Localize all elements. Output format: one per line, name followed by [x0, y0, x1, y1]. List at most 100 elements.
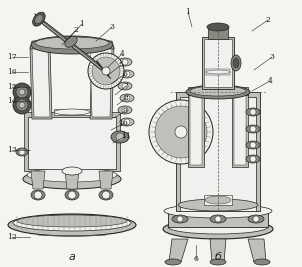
Ellipse shape: [35, 37, 109, 49]
Circle shape: [177, 216, 183, 222]
Circle shape: [19, 89, 25, 95]
Ellipse shape: [165, 259, 181, 265]
Circle shape: [155, 106, 207, 158]
Circle shape: [149, 100, 213, 164]
Circle shape: [122, 59, 128, 65]
Text: 14: 14: [7, 97, 17, 105]
Polygon shape: [28, 117, 116, 169]
Ellipse shape: [17, 215, 127, 227]
Ellipse shape: [246, 125, 260, 133]
Ellipse shape: [210, 215, 226, 223]
Ellipse shape: [54, 109, 90, 115]
Text: 10: 10: [118, 120, 128, 128]
Ellipse shape: [120, 118, 134, 126]
Polygon shape: [99, 171, 113, 189]
Polygon shape: [30, 41, 114, 49]
Text: 16: 16: [7, 68, 17, 76]
Circle shape: [250, 142, 256, 148]
Polygon shape: [204, 195, 232, 205]
Ellipse shape: [23, 169, 121, 189]
Ellipse shape: [31, 36, 113, 54]
Ellipse shape: [16, 148, 28, 156]
Circle shape: [253, 216, 259, 222]
Polygon shape: [32, 49, 50, 117]
Text: б: б: [214, 252, 221, 262]
Polygon shape: [54, 109, 90, 115]
Ellipse shape: [35, 15, 43, 24]
Text: a: a: [69, 252, 76, 262]
Polygon shape: [176, 92, 260, 211]
Polygon shape: [232, 92, 248, 167]
Circle shape: [116, 133, 124, 141]
Circle shape: [102, 191, 110, 199]
Text: 6: 6: [194, 255, 198, 263]
Polygon shape: [234, 94, 246, 165]
Ellipse shape: [205, 196, 231, 204]
Polygon shape: [202, 37, 234, 89]
Circle shape: [124, 95, 130, 101]
Ellipse shape: [164, 204, 272, 218]
Ellipse shape: [8, 214, 136, 236]
Ellipse shape: [207, 23, 229, 31]
Ellipse shape: [206, 70, 230, 74]
Text: 3: 3: [110, 23, 114, 31]
Text: 4: 4: [120, 50, 124, 58]
Text: 4: 4: [268, 77, 272, 85]
Ellipse shape: [246, 141, 260, 149]
Ellipse shape: [246, 108, 260, 116]
Polygon shape: [188, 87, 248, 95]
Circle shape: [175, 126, 187, 138]
Ellipse shape: [172, 215, 188, 223]
Ellipse shape: [118, 58, 132, 66]
Polygon shape: [248, 239, 266, 262]
Circle shape: [250, 126, 256, 132]
Circle shape: [88, 53, 124, 89]
Polygon shape: [65, 171, 79, 189]
Ellipse shape: [33, 12, 45, 26]
Text: 11: 11: [121, 132, 131, 140]
Text: 5: 5: [119, 61, 124, 69]
Circle shape: [68, 191, 76, 199]
Ellipse shape: [254, 259, 270, 265]
Ellipse shape: [178, 199, 258, 211]
Ellipse shape: [65, 190, 79, 200]
Text: 1: 1: [79, 20, 85, 28]
Text: 9: 9: [123, 107, 127, 115]
Polygon shape: [30, 47, 52, 119]
Ellipse shape: [27, 168, 117, 182]
Ellipse shape: [246, 155, 260, 163]
Circle shape: [16, 99, 28, 111]
Polygon shape: [169, 239, 188, 262]
Polygon shape: [24, 112, 120, 171]
Circle shape: [16, 86, 28, 98]
Polygon shape: [90, 49, 112, 117]
Polygon shape: [204, 39, 232, 87]
Ellipse shape: [120, 70, 134, 78]
Circle shape: [250, 109, 256, 115]
Circle shape: [122, 107, 128, 113]
Circle shape: [124, 119, 130, 125]
Ellipse shape: [186, 85, 250, 99]
Circle shape: [122, 83, 128, 89]
Text: 15: 15: [7, 83, 17, 91]
Ellipse shape: [168, 220, 268, 234]
Polygon shape: [180, 97, 256, 211]
Ellipse shape: [99, 190, 113, 200]
Polygon shape: [168, 211, 268, 227]
Text: 13: 13: [7, 146, 17, 154]
Ellipse shape: [210, 259, 226, 265]
Polygon shape: [206, 69, 230, 75]
Ellipse shape: [111, 131, 129, 143]
Circle shape: [13, 96, 31, 114]
Ellipse shape: [233, 58, 239, 68]
Polygon shape: [90, 47, 114, 119]
Text: 17: 17: [7, 53, 17, 61]
Circle shape: [102, 67, 110, 75]
Text: 12: 12: [7, 233, 17, 241]
Circle shape: [124, 71, 130, 77]
Ellipse shape: [118, 82, 132, 90]
Text: 3: 3: [269, 53, 275, 61]
Ellipse shape: [65, 36, 77, 47]
Circle shape: [250, 156, 256, 162]
Ellipse shape: [248, 215, 264, 223]
